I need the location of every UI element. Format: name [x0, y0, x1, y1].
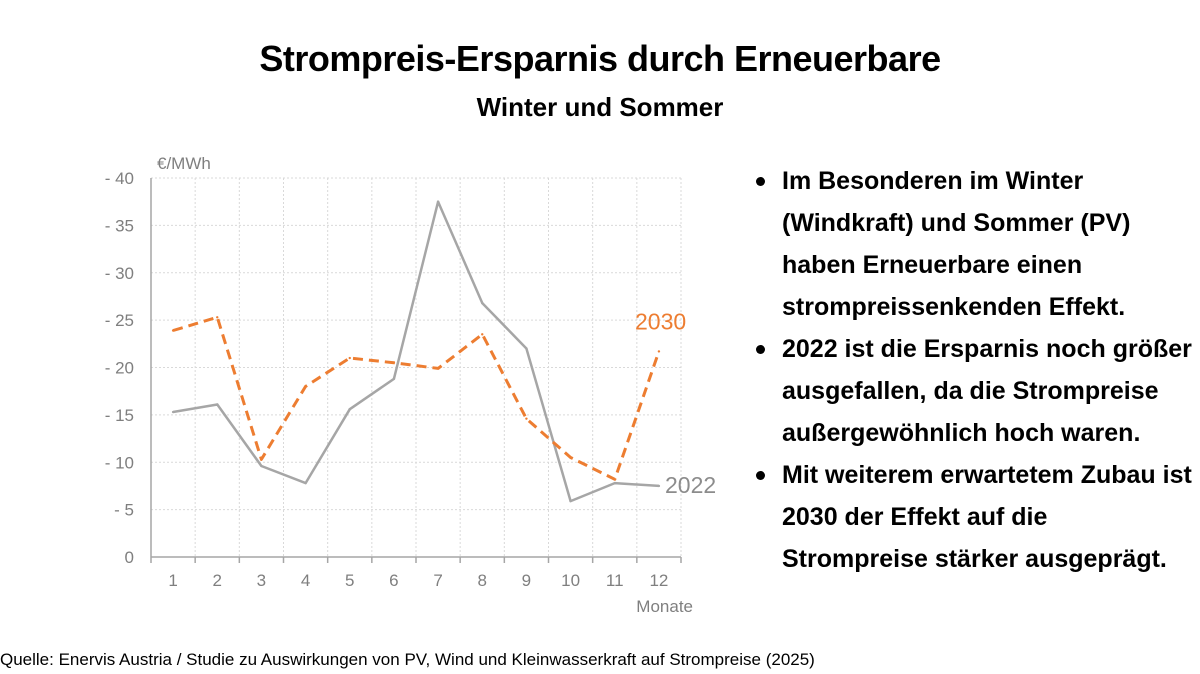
y-tick-label: - 40 [105, 169, 134, 188]
data-point-2022 [436, 200, 440, 203]
x-tick-label: 12 [649, 571, 668, 590]
y-tick-label: - 20 [105, 359, 134, 378]
series-line-2022 [172, 200, 659, 503]
data-point-2022 [525, 347, 528, 350]
x-tick-label: 9 [522, 571, 531, 590]
bullet-item: 2022 ist die Ersparnis noch größer ausge… [752, 328, 1192, 454]
data-point-2030 [657, 350, 661, 353]
x-tick-label: 4 [301, 571, 310, 590]
data-point-2030 [525, 417, 528, 420]
data-point-2030 [481, 333, 484, 336]
y-tick-label: - 5 [114, 501, 134, 520]
series-label-2022: 2022 [665, 472, 716, 498]
data-point-2022 [171, 410, 175, 414]
data-point-2022 [260, 464, 263, 468]
data-point-2022 [216, 403, 219, 406]
data-point-2030 [436, 367, 440, 370]
y-tick-label: - 25 [105, 311, 134, 330]
x-tick-label: 8 [478, 571, 487, 590]
y-tick-label: - 30 [105, 264, 134, 283]
y-tick-label: 0 [125, 548, 134, 567]
data-point-2030 [392, 361, 396, 364]
x-tick-label: 3 [257, 571, 266, 590]
data-point-2030 [613, 478, 616, 481]
chart-axes: 0- 5- 10- 15- 20- 25- 30- 35- 401 2 3 4 5 6 7 8… [105, 169, 682, 590]
chart-series: 2022 2030 [171, 200, 716, 503]
data-point-2022 [392, 377, 396, 381]
y-tick-label: - 15 [105, 406, 134, 425]
data-point-2030 [304, 385, 307, 388]
x-tick-label: 5 [345, 571, 354, 590]
x-tick-label: 1 [168, 571, 177, 590]
bullet-item: Im Besonderen im Winter (Windkraft) und … [752, 160, 1192, 328]
data-point-2030 [216, 316, 219, 319]
x-axis-label: Monate [636, 597, 693, 616]
data-point-2022 [657, 484, 661, 488]
data-point-2030 [569, 456, 572, 459]
data-point-2022 [481, 301, 484, 305]
y-tick-label: - 35 [105, 216, 134, 235]
x-tick-label: 7 [433, 571, 442, 590]
data-point-2030 [171, 329, 175, 332]
y-axis-label: €/MWh [157, 154, 211, 173]
data-point-2022 [569, 499, 572, 503]
x-tick-label: 10 [561, 571, 580, 590]
data-point-2022 [304, 481, 307, 485]
bullet-item: Mit weiterem erwartetem Zubau ist 2030 d… [752, 454, 1192, 580]
chart-grid [150, 177, 682, 557]
data-point-2022 [348, 407, 351, 411]
data-point-2030 [348, 356, 351, 360]
x-tick-label: 2 [213, 571, 222, 590]
data-point-2030 [260, 458, 263, 461]
source-note: Quelle: Enervis Austria / Studie zu Ausw… [0, 650, 815, 669]
line-chart: 0- 5- 10- 15- 20- 25- 30- 35- 401 2 3 4 5 6 7 8… [105, 154, 716, 616]
page-subtitle: Winter und Sommer [476, 92, 724, 122]
y-tick-label: - 10 [105, 453, 134, 472]
series-label-2030: 2030 [635, 308, 686, 334]
page-title: Strompreis-Ersparnis durch Erneuerbare [259, 38, 941, 79]
data-point-2022 [613, 481, 616, 485]
x-tick-label: 11 [606, 571, 624, 590]
bullet-list: Im Besonderen im Winter (Windkraft) und … [752, 160, 1192, 580]
x-tick-label: 6 [389, 571, 398, 590]
